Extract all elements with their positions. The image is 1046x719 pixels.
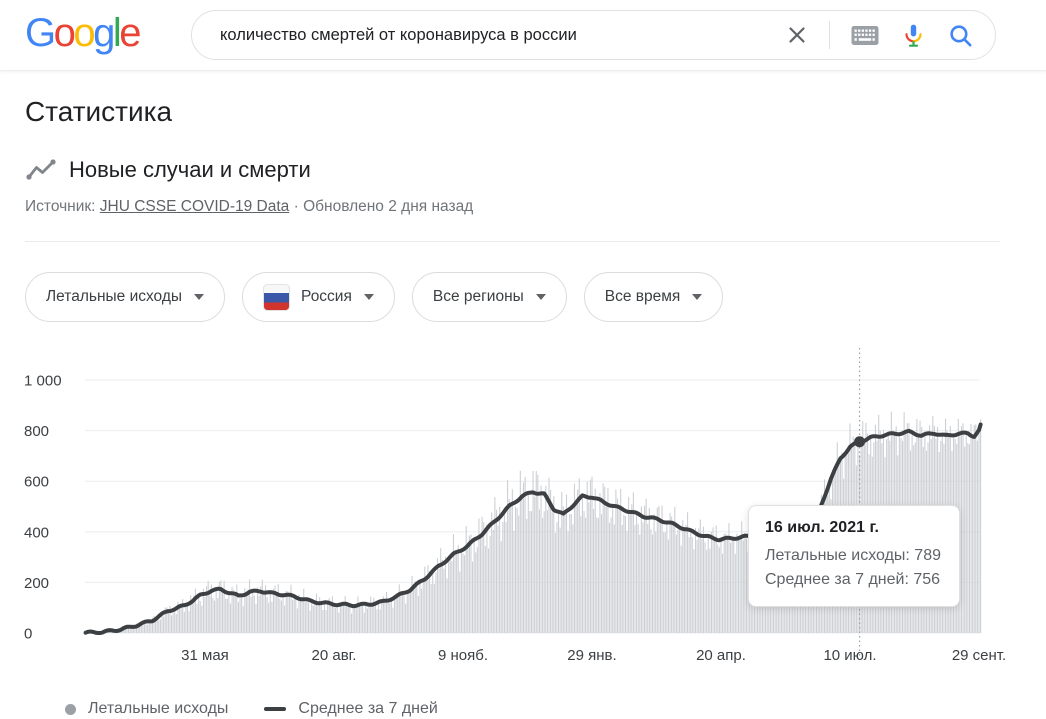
search-submit-button[interactable] <box>937 23 975 48</box>
chevron-down-icon <box>363 294 374 300</box>
source-line: Источник: JHU CSSE COVID-19 Data · Обнов… <box>25 197 1000 217</box>
x-axis-label: 29 сент. <box>952 647 1006 664</box>
logo-letter-1: o <box>53 11 76 55</box>
x-axis-label: 29 янв. <box>567 647 616 664</box>
filter-pill-label: Все регионы <box>432 288 524 305</box>
page-title: Статистика <box>25 96 173 127</box>
average-line-series <box>83 422 983 635</box>
x-axis-label: 31 мая <box>181 647 229 664</box>
tooltip-row: Летальные исходы: 789 <box>765 547 941 564</box>
voice-search-button[interactable] <box>890 23 937 48</box>
tooltip-date: 16 июл. 2021 г. <box>765 519 879 536</box>
keyboard-icon <box>851 25 879 46</box>
logo-letter-5: e <box>119 11 141 55</box>
chevron-down-icon <box>194 294 205 300</box>
search-input[interactable] <box>220 25 776 45</box>
close-icon <box>786 24 808 46</box>
updated-text: Обновлено 2 дня назад <box>303 198 474 215</box>
x-axis-label: 20 авг. <box>312 647 357 664</box>
trending-line-icon <box>25 157 57 183</box>
y-axis-label: 800 <box>24 423 49 440</box>
x-axis-label: 20 апр. <box>696 647 746 664</box>
y-axis-label: 0 <box>24 626 32 643</box>
filter-pill-0[interactable]: Летальные исходы <box>25 272 226 322</box>
chevron-down-icon <box>692 294 703 300</box>
y-axis-label: 600 <box>24 474 49 491</box>
filter-pill-1[interactable]: Россия <box>242 272 395 322</box>
legend-item: Летальные исходы <box>65 700 228 718</box>
tooltip-row: Среднее за 7 дней: 756 <box>765 571 941 588</box>
microphone-icon <box>901 23 926 48</box>
filter-pills: Летальные исходы Россия Все регионы Все вре… <box>25 272 1000 322</box>
chevron-down-icon <box>535 294 546 300</box>
logo-letter-0: G <box>25 11 56 55</box>
chart-tooltip: 16 июл. 2021 г. Летальные исходы: 789 Сре… <box>748 505 960 607</box>
logo-letter-4: l <box>112 11 122 55</box>
filter-pill-3[interactable]: Все время <box>583 272 724 322</box>
filter-pill-2[interactable]: Все регионы <box>411 272 567 322</box>
logo-letter-2: o <box>73 11 95 55</box>
x-axis-label: 9 нояб. <box>438 647 488 664</box>
logo-letter-3: g <box>93 11 115 55</box>
y-axis-label: 1 000 <box>24 373 62 390</box>
chart-legend: Летальные исходы Среднее за 7 дней <box>65 698 1000 719</box>
clear-search-button[interactable] <box>775 24 819 46</box>
virtual-keyboard-button[interactable] <box>840 25 890 46</box>
search-bar[interactable] <box>191 10 997 60</box>
legend-label: Среднее за 7 дней <box>298 700 438 717</box>
source-prefix: Источник: <box>25 198 100 215</box>
section-divider <box>25 241 1000 242</box>
legend-dot-swatch <box>65 703 76 715</box>
filter-pill-label: Летальные исходы <box>46 288 183 305</box>
search-icon <box>948 23 973 48</box>
y-axis-label: 400 <box>24 524 49 541</box>
legend-label: Летальные исходы <box>88 700 229 717</box>
section-title: Новые случаи и смерти <box>69 157 311 182</box>
x-axis-label: 10 июл. <box>823 647 876 664</box>
legend-line-swatch <box>264 707 287 711</box>
highlight-marker <box>854 436 866 448</box>
russia-flag-icon <box>263 283 291 311</box>
legend-item: Среднее за 7 дней <box>264 700 438 718</box>
filter-pill-label: Россия <box>301 288 352 305</box>
chart-area: 0 200 400 600 800 1 000 31 мая 20 авг. 9 нояб. 29… <box>0 345 1046 690</box>
source-link[interactable]: JHU CSSE COVID-19 Data <box>99 198 290 215</box>
search-divider <box>829 21 831 49</box>
source-separator: · <box>293 198 304 215</box>
y-axis-label: 200 <box>24 575 49 592</box>
filter-pill-label: Все время <box>604 288 681 305</box>
